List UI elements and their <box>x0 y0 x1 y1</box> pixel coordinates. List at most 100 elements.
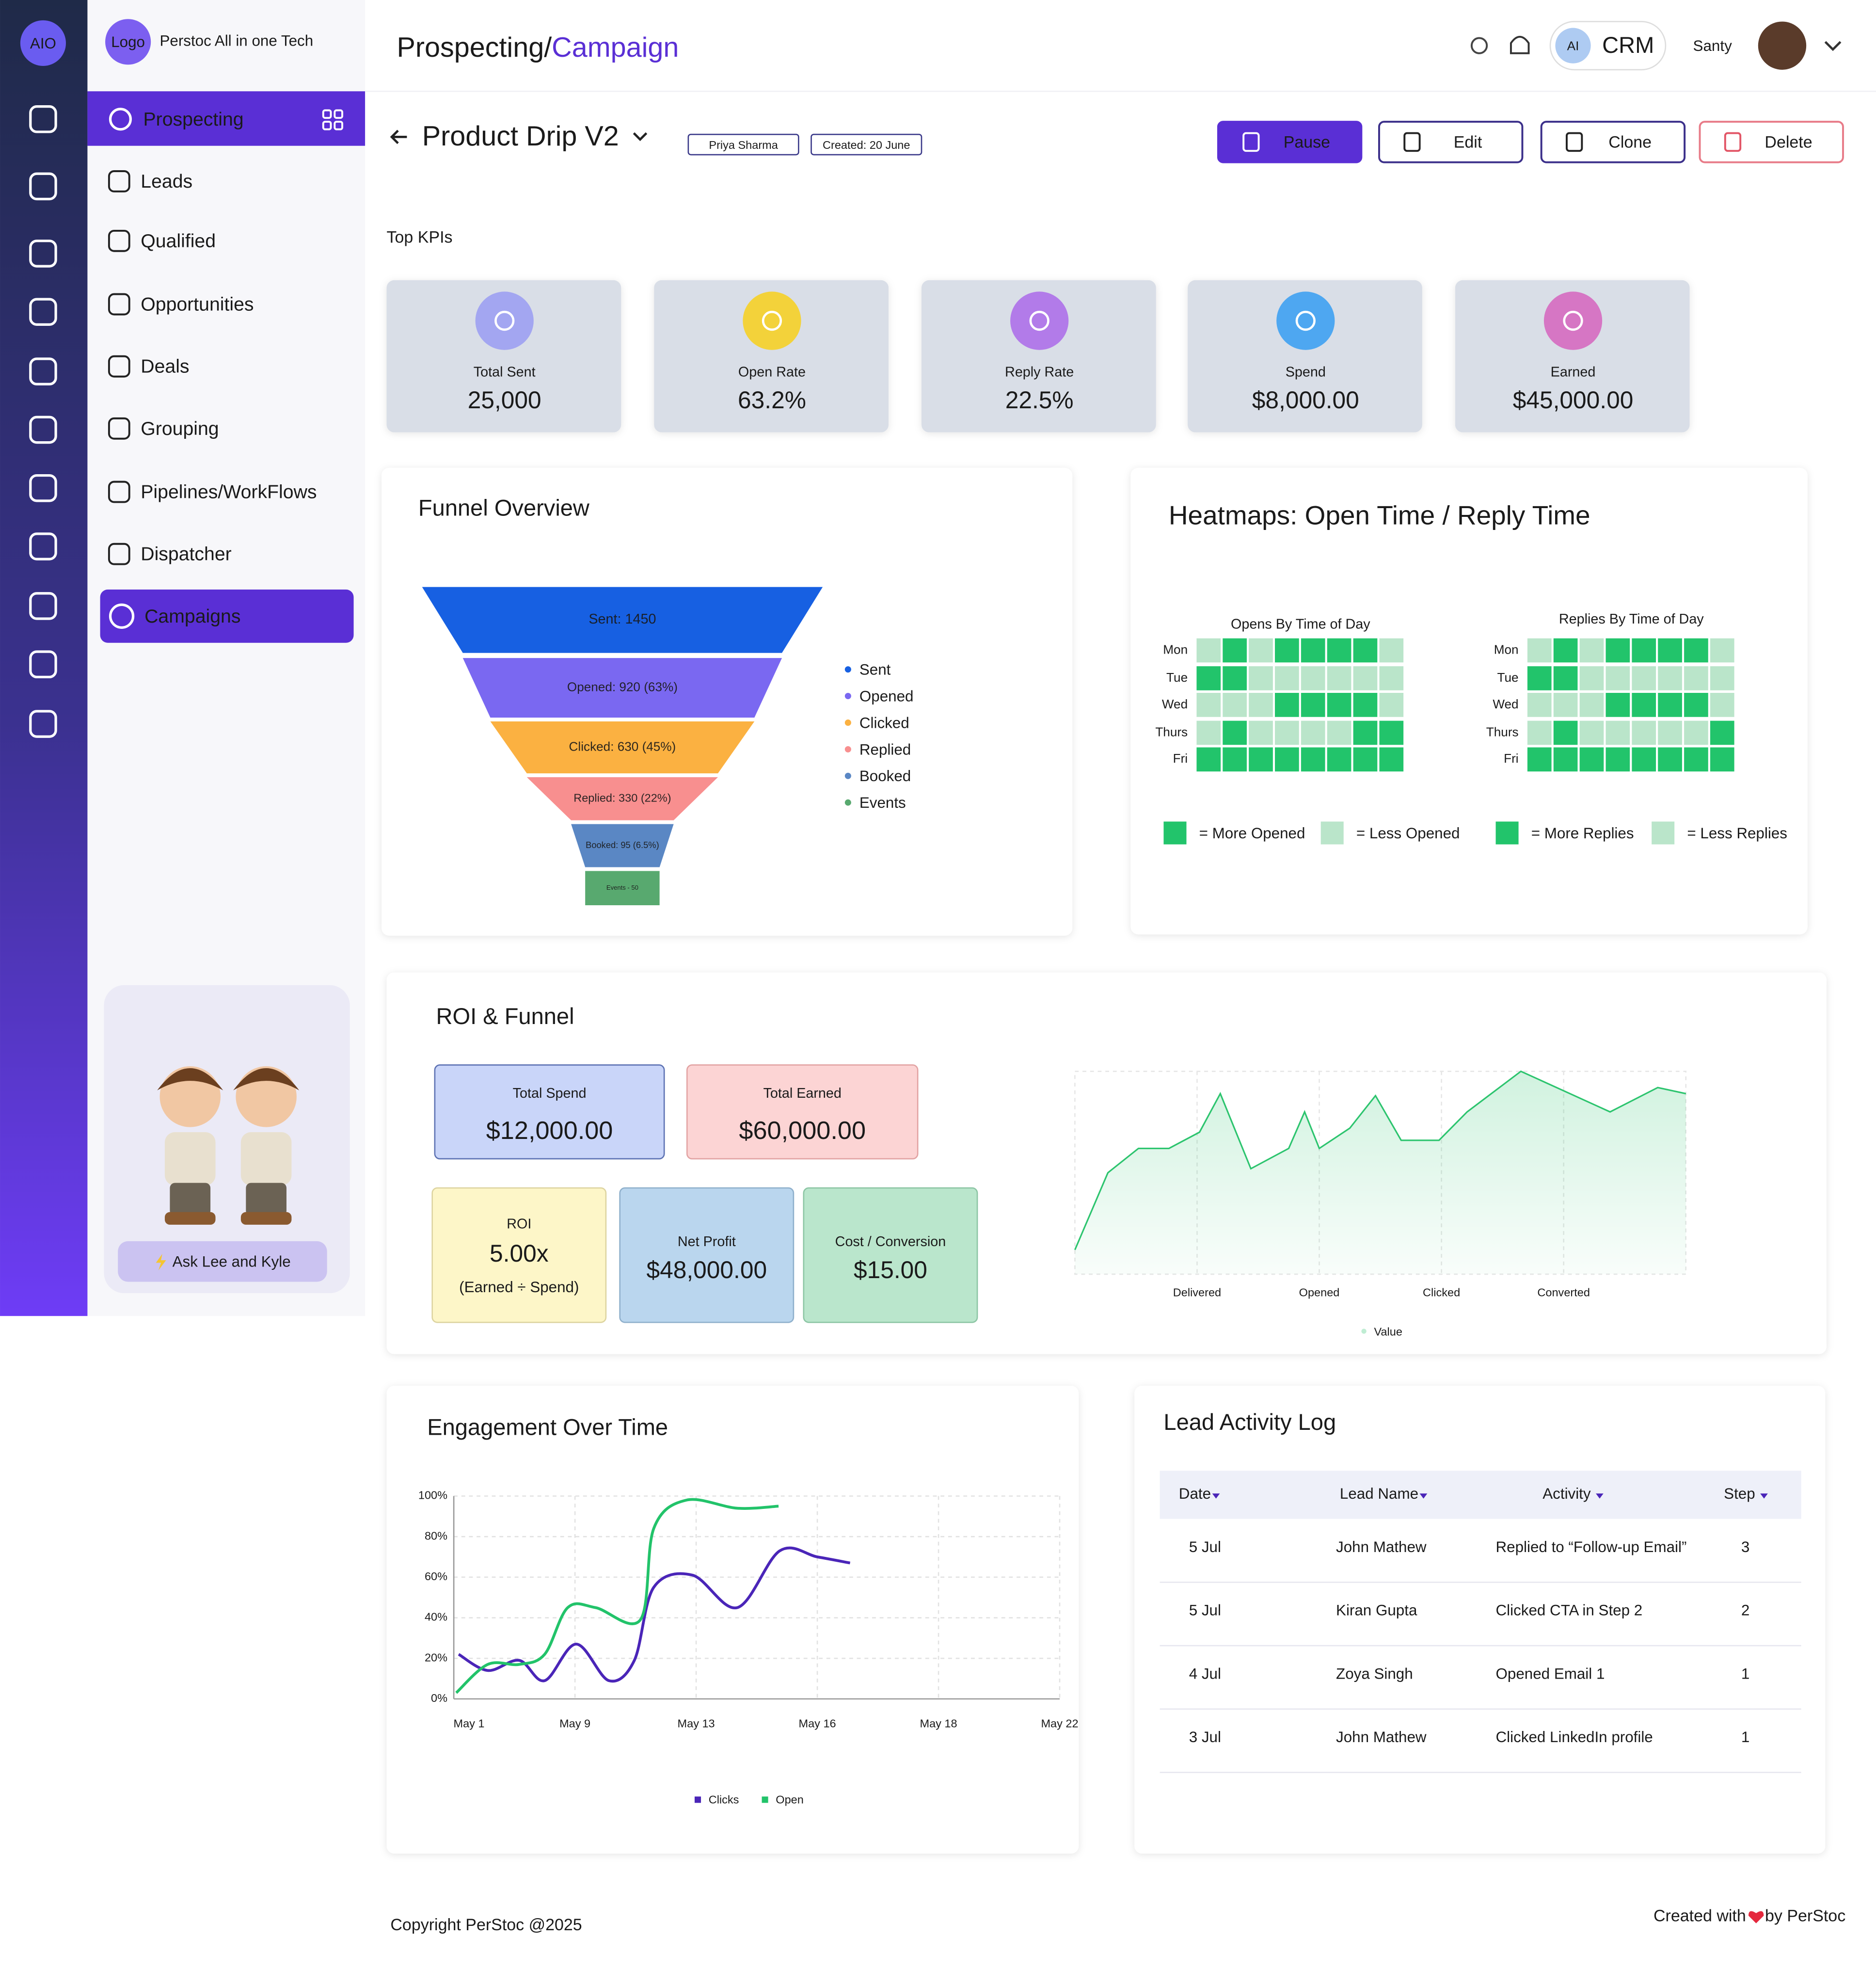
grid-icon <box>334 121 343 130</box>
nav-item[interactable]: Leads <box>141 171 192 192</box>
heatmap-cell <box>1579 666 1604 690</box>
heatmap-cell <box>1379 666 1404 690</box>
nav-item[interactable]: Pipelines/WorkFlows <box>141 481 317 503</box>
heatmap-cell <box>1606 666 1630 690</box>
action-label[interactable]: Edit <box>1454 133 1482 151</box>
nav-item[interactable]: Qualified <box>141 230 216 252</box>
heatmap-title: Replies By Time of Day <box>1559 611 1704 627</box>
rail-icon[interactable] <box>29 650 57 678</box>
rail-icon[interactable] <box>29 474 57 502</box>
heatmap-cell <box>1353 747 1378 772</box>
rail-icon[interactable] <box>29 105 57 133</box>
heart-icon <box>1748 1911 1764 1923</box>
campaign-chevron[interactable] <box>633 132 648 141</box>
nav-item[interactable]: Dispatcher <box>141 544 231 565</box>
metric-label: Total Spend <box>513 1086 587 1101</box>
area-line <box>1074 1070 1686 1250</box>
heatmap-cell <box>1249 721 1273 745</box>
action-button[interactable] <box>1378 121 1524 163</box>
metric-value: $12,000.00 <box>486 1117 613 1145</box>
assistant-button[interactable] <box>118 1241 327 1282</box>
y-tick-label: 20% <box>425 1651 447 1664</box>
kpi-label: Spend <box>1286 364 1326 380</box>
nav-item[interactable]: Deals <box>141 356 189 377</box>
kpi-value: 63.2% <box>738 386 806 414</box>
table-cell: Zoya Singh <box>1336 1665 1413 1682</box>
rail-icon[interactable] <box>29 240 57 268</box>
nav-icon <box>108 543 130 565</box>
heatmap-cell <box>1379 693 1404 717</box>
rail-icon[interactable] <box>29 298 57 326</box>
nav-campaigns[interactable] <box>100 589 354 643</box>
table-cell: 3 <box>1741 1538 1749 1555</box>
metric-card <box>803 1187 978 1323</box>
rail-icon[interactable] <box>29 710 57 738</box>
heatmap-cell <box>1658 721 1682 745</box>
action-label[interactable]: Delete <box>1765 133 1812 151</box>
back-arrow[interactable] <box>390 129 407 144</box>
kpi-glyph <box>1295 310 1316 331</box>
heatmap-cell <box>1301 666 1325 690</box>
heatmap-cell <box>1606 747 1630 772</box>
brand-text: AIO <box>30 35 56 52</box>
heatmap-cell <box>1658 693 1682 717</box>
nav-active-bar[interactable] <box>87 91 366 146</box>
heatmap-cell <box>1684 666 1708 690</box>
user-menu-chevron[interactable] <box>1824 41 1842 51</box>
metric-note: (Earned ÷ Spend) <box>459 1279 579 1296</box>
character-body <box>240 1132 292 1185</box>
funnel-label: Clicked: 630 (45%) <box>569 739 676 753</box>
nav-item[interactable]: Grouping <box>141 418 219 439</box>
assistant-label[interactable]: Ask Lee and Kyle <box>173 1253 291 1270</box>
table-cell: Opened Email 1 <box>1496 1665 1605 1682</box>
theme-toggle[interactable] <box>1470 37 1488 54</box>
table-cell: 5 Jul <box>1189 1538 1221 1555</box>
ai-badge <box>1555 28 1591 64</box>
tag <box>811 133 922 156</box>
heatmap-cell <box>1275 747 1299 772</box>
column-header[interactable]: Lead Name <box>1340 1485 1418 1502</box>
legend-label: = Less Opened <box>1356 825 1460 842</box>
column-header[interactable]: Date <box>1179 1485 1211 1502</box>
logo-badge <box>105 19 151 65</box>
legend-label: Value <box>1374 1325 1402 1338</box>
nav-item[interactable]: Opportunities <box>141 294 254 315</box>
column-header[interactable]: Step <box>1724 1485 1755 1502</box>
notification-bell[interactable] <box>1510 35 1530 54</box>
action-label[interactable]: Clone <box>1608 133 1652 151</box>
rail-icon[interactable] <box>29 172 57 201</box>
heatmap-cell <box>1684 638 1708 663</box>
heatmap-row-label: Fri <box>1504 751 1518 766</box>
heatmap-cell <box>1553 693 1578 717</box>
avatar[interactable] <box>1758 21 1807 70</box>
campaign-title: Product Drip V2 <box>422 121 619 152</box>
heatmap-cell <box>1527 721 1552 745</box>
nav-item[interactable]: Campaigns <box>144 606 240 627</box>
y-tick-label: 80% <box>425 1529 447 1542</box>
rail-icon[interactable] <box>29 416 57 444</box>
rail-icon[interactable] <box>29 592 57 620</box>
action-label[interactable]: Pause <box>1284 133 1330 151</box>
nav-item[interactable]: Prospecting <box>143 109 244 130</box>
x-tick-label: Delivered <box>1173 1286 1221 1298</box>
lead-log-card <box>1134 1386 1826 1854</box>
grid-icon <box>322 121 332 130</box>
heatmap-cell <box>1275 666 1299 690</box>
rail-icon[interactable] <box>29 532 57 561</box>
heatmap-cell <box>1379 747 1404 772</box>
funnel-label: Opened: 920 (63%) <box>567 679 678 694</box>
heatmap-cell <box>1196 747 1221 772</box>
heatmap-cell <box>1353 666 1378 690</box>
action-icon <box>1242 132 1260 152</box>
heatmap-row-label: Tue <box>1166 670 1188 685</box>
column-header[interactable]: Activity <box>1542 1485 1591 1502</box>
action-button[interactable] <box>1540 121 1686 163</box>
rail-icon[interactable] <box>29 357 57 385</box>
heatmap-cell <box>1249 638 1273 663</box>
action-button[interactable] <box>1217 121 1363 163</box>
action-button[interactable] <box>1699 121 1844 163</box>
x-tick-label: May 1 <box>453 1717 484 1730</box>
legend-dot <box>844 799 851 806</box>
kpi-icon <box>1543 291 1603 350</box>
chart-title: Funnel Overview <box>418 495 590 521</box>
